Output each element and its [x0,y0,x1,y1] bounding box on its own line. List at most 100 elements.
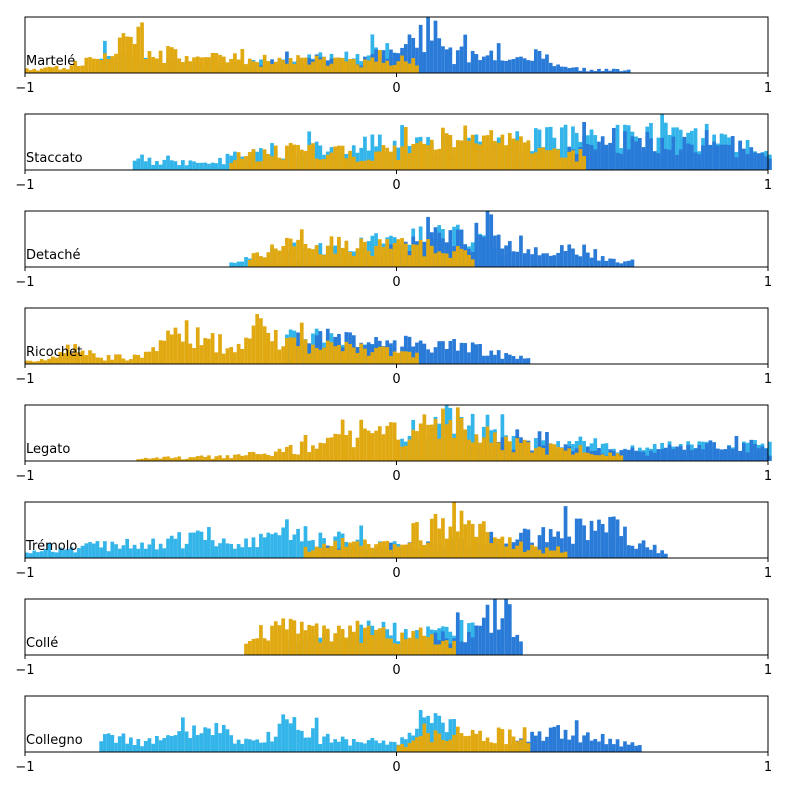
histogram-bar [288,58,293,73]
histogram-bar [715,448,720,461]
histogram-bar [385,425,390,461]
histogram-bar [433,347,438,364]
histogram-bar [660,449,664,461]
histogram-bar [604,532,609,558]
x-tick-label: 0 [392,372,400,387]
histogram-bar [259,161,263,170]
histogram-bar [463,343,468,364]
histogram-bar [106,59,111,73]
histogram-bar [400,446,404,461]
histogram-bar [403,746,408,752]
histogram-bar [504,546,508,558]
histogram-bar [704,443,709,461]
histogram-bar [403,335,408,364]
histogram-bar [329,641,334,655]
histogram-bar [158,340,163,364]
histogram-bar [463,429,468,461]
histogram-bar [649,450,653,461]
histogram-bar [28,360,33,364]
histogram-bar [504,145,508,170]
histogram-bar [173,457,178,461]
histogram-bar [359,160,364,170]
histogram-bar [571,735,575,752]
histogram-bar [585,143,590,170]
histogram-bar [400,55,404,73]
histogram-bar [318,159,323,170]
histogram-bar [403,739,408,752]
histogram-bar [225,543,230,558]
histogram-bar [363,428,367,461]
histogram-bar [333,433,338,461]
histogram-bar [363,59,367,73]
histogram-bar [255,62,260,73]
histogram-bar [515,358,520,364]
histogram-bar [422,52,427,73]
histogram-bar [136,158,141,170]
histogram-bar [240,547,245,558]
panel-label: Detaché [26,248,80,263]
histogram-bar [444,640,449,655]
histogram-bar [95,541,100,558]
histogram-bar [433,20,438,73]
histogram-bar [693,448,698,461]
histogram-bar [437,528,442,558]
histogram-bar [288,618,293,655]
histogram-bar [266,640,271,655]
histogram-bar [337,57,341,73]
histogram-bar [496,629,501,655]
histogram-bar [467,735,471,752]
histogram-bar [69,353,74,364]
histogram-bar [578,445,583,461]
histogram-bar [311,143,315,170]
histogram-bar [247,338,252,364]
histogram-bar [314,717,319,752]
histogram-bar [467,140,471,170]
histogram-bar [441,341,445,364]
histogram-bar [140,357,144,364]
histogram-bar [400,238,404,267]
panel-label: Legato [26,442,70,457]
histogram-bar [184,543,189,558]
histogram-bar [318,59,323,73]
histogram-bar [377,743,382,752]
histogram-bar [496,727,501,752]
histogram-bar [340,628,345,655]
histogram-bar [307,64,312,73]
histogram-bar [615,262,620,267]
histogram-bar [455,350,460,364]
histogram-bar [493,432,497,461]
histogram-bar [552,255,557,267]
histogram-bar [396,644,401,655]
histogram-bar [556,149,560,170]
histogram-bar [496,442,501,461]
histogram-bar [589,257,594,267]
histogram-bar [411,429,416,461]
histogram-bar [103,360,107,364]
histogram-bar [608,516,612,558]
histogram-bar [374,246,378,267]
histogram-bar [597,68,601,73]
histogram-bar [188,532,193,558]
histogram-bar [478,523,482,558]
histogram-bar [459,418,464,461]
histogram-bar [184,320,189,364]
histogram-bar [597,519,601,558]
histogram-bar [32,68,37,73]
histogram-bar [489,543,494,558]
histogram-bar [281,714,286,752]
histogram-bar [548,443,553,461]
histogram-bar [58,69,63,73]
histogram-bar [210,333,215,364]
x-tick-label: 1 [764,178,772,193]
histogram-bar [563,450,568,461]
histogram-bar [266,252,271,267]
histogram-bar [500,437,505,461]
histogram-bar [429,722,434,752]
histogram-bar [325,547,330,558]
histogram-bar [65,69,70,73]
histogram-bar [418,340,423,364]
histogram-bar [559,245,564,267]
histogram-bar [448,526,453,558]
histogram-bar [236,454,241,461]
histogram-bar [452,437,456,461]
